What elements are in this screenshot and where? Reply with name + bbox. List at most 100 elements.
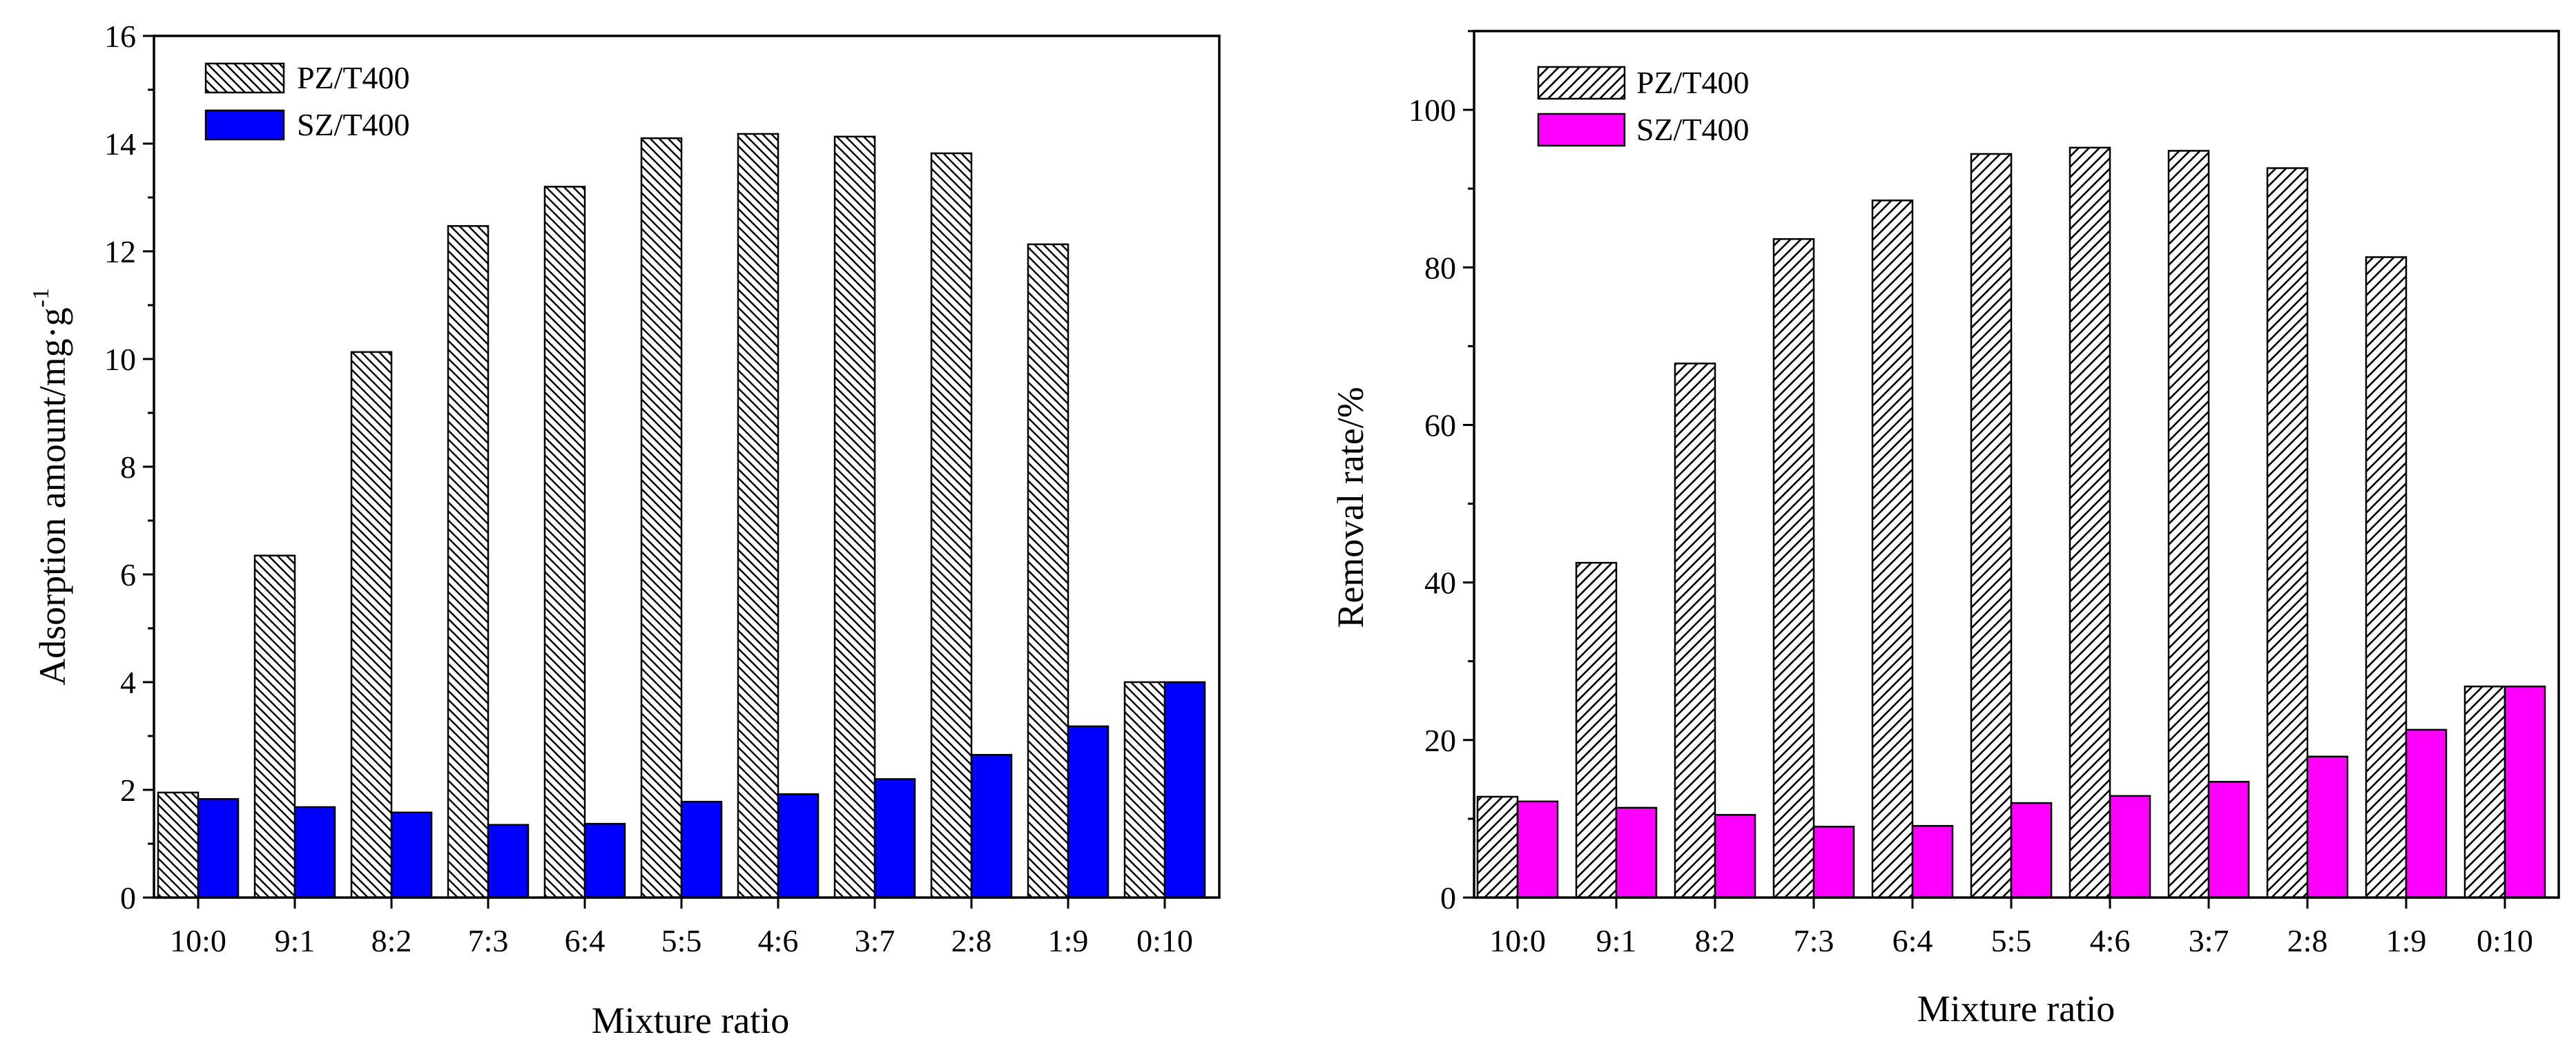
adsorption-x-tick-label: 8:2 xyxy=(371,923,412,958)
adsorption-plot-frame xyxy=(153,35,1221,899)
removal-y-axis-title: Removal rate/% xyxy=(1330,387,1371,628)
bar-sz-t400-5-5 xyxy=(680,800,723,899)
bar-sz-t400-9-1 xyxy=(1615,806,1658,899)
bar-pz-t400-1-9 xyxy=(2365,256,2408,899)
bar-sz-t400-4-6 xyxy=(2109,795,2151,899)
bar-sz-t400-3-7 xyxy=(2207,781,2250,899)
bar-sz-t400-0-10 xyxy=(2504,685,2546,899)
removal-y-tick-label: 80 xyxy=(1424,250,1456,285)
bar-pz-t400-6-4 xyxy=(1871,200,1914,899)
adsorption-x-tick-label: 0:10 xyxy=(1136,923,1193,958)
bar-pz-t400-3-7 xyxy=(833,135,876,899)
removal-x-tick-label: 9:1 xyxy=(1596,923,1637,958)
removal-x-tick-label: 7:3 xyxy=(1794,923,1834,958)
bar-sz-t400-6-4 xyxy=(583,822,626,899)
bar-pz-t400-8-2 xyxy=(350,351,393,899)
adsorption-y-tick-label: 6 xyxy=(120,557,136,592)
adsorption-y-tick-labels: 0 2 4 6 8 10 12 14 16 xyxy=(104,19,136,916)
removal-x-tick-label: 0:10 xyxy=(2477,923,2533,958)
adsorption-x-axis-title: Mixture ratio xyxy=(592,1000,789,1041)
bar-pz-t400-0-10 xyxy=(1123,681,1166,899)
bar-sz-t400-7-3 xyxy=(1812,826,1855,899)
bar-sz-t400-3-7 xyxy=(873,778,916,899)
removal-legend: PZ/T400 SZ/T400 xyxy=(1537,65,1750,147)
adsorption-y-axis-title-main: Adsorption amount/mg·g xyxy=(32,307,73,685)
adsorption-x-tick-label: 3:7 xyxy=(855,923,895,958)
removal-y-tick-labels: 0 20 40 60 80 100 xyxy=(1408,93,1456,916)
adsorption-legend: PZ/T400 SZ/T400 xyxy=(204,60,410,142)
bar-sz-t400-4-6 xyxy=(777,793,820,899)
legend-swatch-sz-t400-right xyxy=(1537,113,1626,147)
bar-sz-t400-9-1 xyxy=(293,806,336,899)
bar-sz-t400-0-10 xyxy=(1163,681,1206,899)
bar-pz-t400-4-6 xyxy=(2069,146,2111,899)
removal-plot-frame xyxy=(1473,30,2560,899)
adsorption-x-tick-label: 7:3 xyxy=(468,923,509,958)
bar-pz-t400-6-4 xyxy=(543,186,586,899)
adsorption-x-tick-label: 5:5 xyxy=(661,923,702,958)
removal-y-tick-label: 20 xyxy=(1424,723,1456,758)
adsorption-y-tick-label: 0 xyxy=(120,880,136,916)
bar-sz-t400-10-0 xyxy=(1516,800,1559,899)
bar-pz-t400-5-5 xyxy=(1970,153,2013,899)
legend-swatch-sz-t400 xyxy=(204,109,285,141)
bar-sz-t400-10-0 xyxy=(197,798,240,899)
removal-y-tick-label: 60 xyxy=(1424,407,1456,443)
bar-pz-t400-5-5 xyxy=(640,137,683,899)
adsorption-y-tick-label: 12 xyxy=(104,234,136,269)
legend-label-sz-t400-right: SZ/T400 xyxy=(1636,112,1750,147)
removal-x-tick-label: 10:0 xyxy=(1489,923,1546,958)
adsorption-y-tick-label: 16 xyxy=(104,19,136,54)
removal-x-axis-title: Mixture ratio xyxy=(1917,988,2115,1029)
adsorption-chart: 10:0 9:1 8:2 7:3 6:4 5:5 4:6 3:7 2:8 1:9 0:10 0 2 4 6… xyxy=(28,19,1221,1041)
bar-pz-t400-2-8 xyxy=(2266,167,2309,899)
legend-label-pz-t400: PZ/T400 xyxy=(297,60,410,95)
bar-pz-t400-10-0 xyxy=(157,791,200,899)
legend-swatch-pz-t400-right xyxy=(1537,66,1626,100)
adsorption-x-tick-label: 4:6 xyxy=(758,923,799,958)
bar-sz-t400-8-2 xyxy=(390,811,433,899)
removal-bars xyxy=(1476,146,2546,899)
bar-pz-t400-2-8 xyxy=(930,152,973,899)
bar-pz-t400-10-0 xyxy=(1476,795,1519,899)
bar-sz-t400-6-4 xyxy=(1911,824,1954,899)
removal-x-tick-label: 5:5 xyxy=(1991,923,2032,958)
adsorption-y-axis-title-sup: -1 xyxy=(28,288,54,307)
adsorption-x-tick-label: 6:4 xyxy=(565,923,606,958)
removal-x-tick-labels: 10:0 9:1 8:2 7:3 6:4 5:5 4:6 3:7 2:8 1:9 0:10 xyxy=(1489,923,2533,958)
removal-x-tick-label: 4:6 xyxy=(2090,923,2131,958)
adsorption-bars xyxy=(157,133,1206,899)
removal-y-tick-label: 100 xyxy=(1408,93,1456,128)
adsorption-y-tick-label: 2 xyxy=(120,773,136,808)
bar-pz-t400-8-2 xyxy=(1674,362,1716,899)
adsorption-y-tick-label: 10 xyxy=(104,342,136,377)
adsorption-y-tick-label: 8 xyxy=(120,449,136,485)
removal-x-tick-label: 2:8 xyxy=(2287,923,2328,958)
bar-sz-t400-8-2 xyxy=(1714,813,1756,899)
bar-sz-t400-2-8 xyxy=(970,754,1013,899)
bar-pz-t400-9-1 xyxy=(1575,561,1618,899)
bar-pz-t400-1-9 xyxy=(1027,243,1069,899)
adsorption-x-tick-label: 2:8 xyxy=(951,923,992,958)
removal-y-tick-label: 0 xyxy=(1440,880,1456,916)
removal-y-ticks xyxy=(1463,30,2506,909)
bar-sz-t400-7-3 xyxy=(487,824,530,899)
adsorption-x-tick-label: 9:1 xyxy=(275,923,316,958)
bar-sz-t400-1-9 xyxy=(2405,728,2448,899)
bar-pz-t400-9-1 xyxy=(253,554,296,899)
legend-label-sz-t400: SZ/T400 xyxy=(297,107,410,142)
bar-sz-t400-1-9 xyxy=(1067,725,1110,899)
bar-sz-t400-2-8 xyxy=(2306,755,2349,899)
adsorption-x-tick-labels: 10:0 9:1 8:2 7:3 6:4 5:5 4:6 3:7 2:8 1:9 0:10 xyxy=(170,923,1193,958)
adsorption-x-tick-label: 10:0 xyxy=(170,923,226,958)
adsorption-x-tick-label: 1:9 xyxy=(1048,923,1089,958)
removal-x-tick-label: 3:7 xyxy=(2189,923,2229,958)
bar-pz-t400-0-10 xyxy=(2463,685,2506,899)
adsorption-y-tick-label: 4 xyxy=(120,665,136,700)
adsorption-y-tick-label: 14 xyxy=(104,126,136,162)
removal-rate-chart: 10:0 9:1 8:2 7:3 6:4 5:5 4:6 3:7 2:8 1:9 0:10 0 20 4… xyxy=(1330,30,2560,1029)
removal-x-tick-label: 8:2 xyxy=(1695,923,1736,958)
bar-pz-t400-7-3 xyxy=(1772,238,1815,899)
legend-swatch-pz-t400 xyxy=(204,62,285,94)
